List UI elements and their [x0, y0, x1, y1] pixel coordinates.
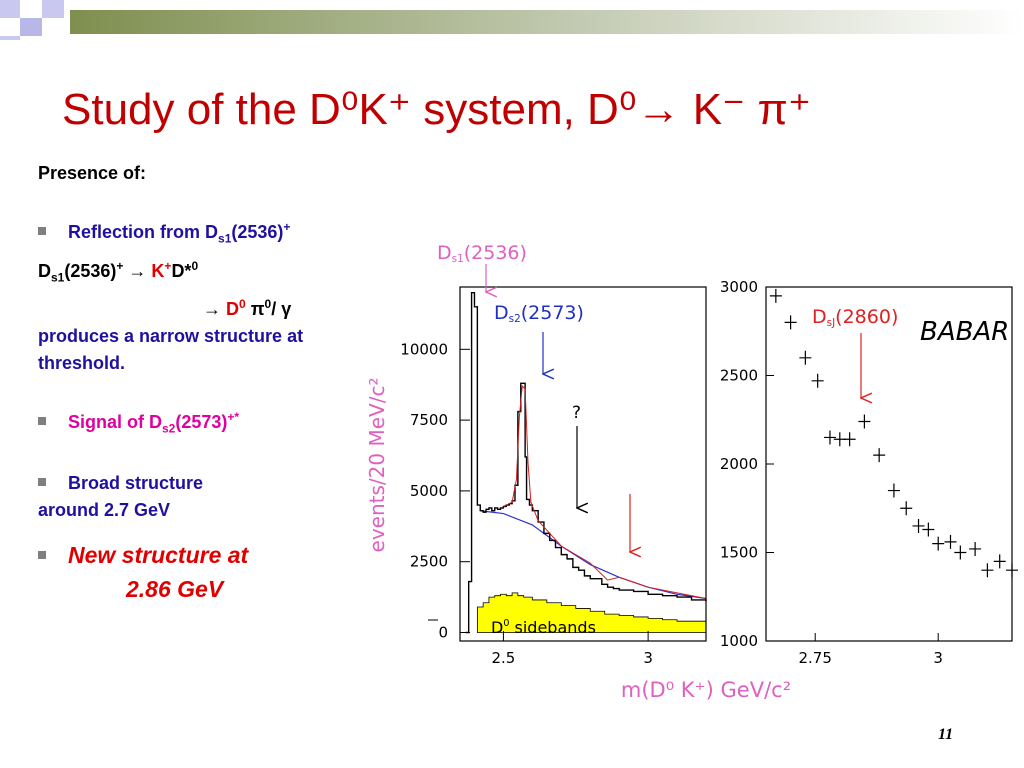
broad-line-2: around 2.7 GeV	[38, 499, 171, 520]
data-point-4	[823, 430, 836, 445]
y-tick-label-3: 7500	[410, 411, 448, 429]
x-axis-label: m(D⁰ K⁺) GeV/c²	[621, 678, 791, 702]
zoom-y-tick-label-1: 1500	[720, 544, 758, 562]
ds1-label-sub: s1	[452, 253, 464, 265]
data-histogram	[465, 291, 707, 634]
decay-line-1: Ds1(2536)+ → K+D*0	[38, 258, 199, 285]
square-bullet-icon	[38, 227, 46, 236]
bullet-signal: Signal of Ds2(2573)+*	[38, 404, 368, 443]
sidebands-label-rest: sidebands	[509, 618, 595, 637]
square-bullet-icon	[38, 417, 46, 426]
background-fit-curve	[480, 510, 707, 600]
sidebands-label-main: D	[491, 618, 503, 637]
data-point-8	[873, 448, 886, 463]
data-point-1	[784, 315, 797, 330]
data-point-9	[887, 483, 900, 498]
page-number: 11	[938, 726, 954, 743]
main-plot-frame	[459, 286, 707, 642]
ds2-label-sub: s2	[509, 313, 521, 325]
zoom-x-tick-label-1: 3	[933, 649, 943, 667]
data-point-3	[811, 373, 824, 388]
zoom-x-tick-label-0: 2.75	[798, 649, 831, 667]
ds2-label-main: D	[494, 302, 509, 324]
question-mark: ?	[572, 403, 581, 423]
bullet-reflection: Reflection from Ds1(2536)+	[38, 214, 368, 253]
square-bullet-icon	[38, 478, 46, 487]
data-point-19	[1006, 563, 1018, 578]
ds2-label: Ds2(2573)	[494, 302, 584, 325]
dsj-label-sub: sJ	[827, 317, 836, 329]
data-point-2	[799, 350, 812, 365]
data-point-10	[900, 501, 913, 516]
slide-header-bar	[0, 0, 1024, 40]
chart-labels: m(D⁰ K⁺) GeV/c² events/20 MeV/c²	[365, 378, 791, 702]
ds2-label-rest: (2573)	[521, 302, 584, 324]
x-tick-label-0: 2.5	[491, 649, 515, 667]
y-tick-label-2: 5000	[410, 482, 448, 500]
zoom-y-tick-label-0: 1000	[720, 632, 758, 650]
decay-line-2: → D0 π0/ γ	[203, 297, 292, 320]
data-point-16	[969, 541, 982, 556]
dsj-label-main: D	[812, 306, 827, 328]
slide-body: Presence of: Reflection from Ds1(2536)+ …	[38, 160, 368, 606]
zoom-y-tick-label-4: 3000	[720, 278, 758, 296]
data-point-0	[769, 288, 782, 303]
zoom-panel: 1000 1500 2000 2500 3000 2.75 3 DsJ(2860) BABAR	[720, 278, 1018, 667]
dsj-label: DsJ(2860)	[812, 306, 898, 329]
threshold-text: produces a narrow structure at threshold…	[38, 326, 304, 374]
zoom-y-tick-label-2: 2000	[720, 455, 758, 473]
data-point-13	[932, 536, 945, 551]
y-tick-label-1: 2500	[410, 553, 448, 571]
data-point-6	[843, 432, 856, 447]
bullet-broad: Broad structure	[38, 470, 368, 497]
data-point-15	[954, 545, 967, 560]
data-point-7	[858, 414, 871, 429]
y-tick-label-4: 10000	[400, 340, 448, 358]
sidebands-histogram	[476, 592, 707, 633]
data-point-12	[922, 522, 935, 537]
data-point-17	[981, 563, 994, 578]
data-point-18	[993, 554, 1006, 569]
square-bullet-icon	[38, 550, 46, 559]
babar-logo: BABAR	[920, 317, 1009, 347]
data-point-14	[944, 534, 957, 549]
header-gradient	[0, 0, 1024, 40]
presence-heading: Presence of:	[38, 163, 147, 183]
data-point-11	[912, 518, 925, 533]
y-axis-label: events/20 MeV/c²	[365, 378, 389, 553]
sidebands-label-sup: 0	[503, 618, 509, 629]
new-structure-line-2: 2.86 GeV	[126, 575, 224, 602]
sidebands-label: D0 sidebands	[491, 618, 596, 637]
signal-fit-curve	[503, 385, 707, 600]
zoom-y-tick-label-3: 2500	[720, 367, 758, 385]
ds1-label-rest: (2536)	[464, 242, 527, 264]
dsj-label-rest: (2860)	[835, 306, 898, 328]
bullet-new-structure: New structure at	[38, 538, 368, 572]
x-tick-label-1: 3	[643, 649, 653, 667]
slide-title: Study of the D⁰K⁺ system, D⁰→ K⁻ π⁺	[62, 85, 812, 134]
ds1-label-main: D	[437, 242, 452, 264]
ds1-label: Ds1(2536)	[437, 242, 527, 265]
y-tick-label-0: 0	[438, 624, 448, 642]
